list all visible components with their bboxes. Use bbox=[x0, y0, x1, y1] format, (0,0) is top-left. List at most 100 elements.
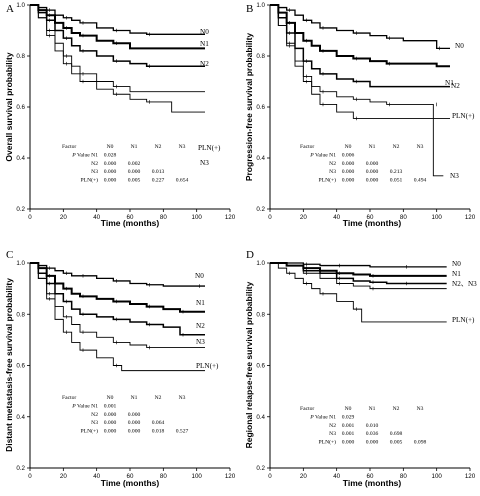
table-row-label: PLN(+) bbox=[81, 177, 99, 184]
y-tick-label: 0.8 bbox=[16, 311, 25, 318]
series-label: N2 bbox=[200, 60, 209, 68]
y-tick-label: 0.6 bbox=[16, 363, 25, 370]
table-cell: 0.000 bbox=[104, 429, 117, 435]
table-cell: 0.028 bbox=[104, 152, 117, 158]
table-cell: 0.000 bbox=[104, 161, 117, 167]
x-tick-label: 0 bbox=[28, 214, 32, 221]
x-axis-title: Time (months) bbox=[343, 478, 402, 488]
pvalue-table: Factor N0 N1 N2 N3 P Value N1 0.028 N2 0.000 0.00… bbox=[62, 144, 188, 184]
x-tick-label: 20 bbox=[300, 473, 307, 480]
table-cell: 0.000 bbox=[366, 178, 379, 184]
table-cell: 0.698 bbox=[390, 431, 403, 437]
table-row-label: P Value N1 bbox=[309, 152, 336, 158]
y-tick-label: 1.0 bbox=[16, 2, 25, 9]
x-tick-label: 60 bbox=[367, 473, 374, 480]
table-cell: 0.213 bbox=[390, 169, 403, 175]
table-header-cell: Factor bbox=[300, 406, 314, 412]
y-axis-title: Distant metastasis-free survival probabi… bbox=[4, 278, 14, 452]
series-line-N1 bbox=[30, 262, 205, 313]
panel-A: 0 20 40 60 80 100 120 0.2 0.4 0.6 0.8 1.0 Time (mont… bbox=[4, 2, 236, 228]
series-line-N2 bbox=[30, 4, 205, 67]
series-line-unlabeled bbox=[270, 262, 447, 290]
table-row-label: PLN(+) bbox=[319, 439, 337, 446]
table-cell: 0.005 bbox=[390, 440, 403, 446]
panel-letter: D bbox=[246, 249, 254, 261]
x-tick-label: 100 bbox=[432, 214, 443, 221]
y-axis-title: Overall survival probability bbox=[4, 52, 14, 161]
y-tick-label: 0.6 bbox=[256, 104, 265, 111]
table-row-label: N2 bbox=[91, 412, 98, 418]
panel-letter: A bbox=[6, 3, 14, 15]
y-tick-label: 0.2 bbox=[16, 465, 25, 472]
y-tick-label: 1.0 bbox=[16, 260, 25, 267]
table-header-cell: N2 bbox=[393, 144, 400, 150]
series-line-N0 bbox=[270, 262, 447, 268]
table-header-cell: N3 bbox=[417, 406, 424, 412]
pvalue-table: Factor N0 N1 N2 N3 P Value N1 0.006 N2 0.000 0.00… bbox=[300, 144, 426, 184]
series-label: N1 bbox=[200, 40, 209, 48]
table-cell: 0.098 bbox=[414, 440, 427, 446]
table-row-label: N2 bbox=[329, 161, 336, 167]
table-cell: 0.036 bbox=[366, 431, 379, 437]
y-tick-label: 1.0 bbox=[256, 260, 265, 267]
x-tick-label: 0 bbox=[28, 473, 32, 480]
p-label-rest: Value N1 bbox=[76, 403, 98, 409]
table-row-label: N2 bbox=[91, 161, 98, 167]
p-label-rest: Value N1 bbox=[314, 152, 336, 158]
table-header-cell: Factor bbox=[62, 395, 76, 401]
x-tick-label: 0 bbox=[268, 214, 272, 221]
series-label: N1 bbox=[452, 270, 461, 278]
series-label: N2、N3 bbox=[452, 280, 477, 288]
p-symbol: P bbox=[71, 152, 76, 158]
x-tick-label: 120 bbox=[465, 214, 476, 221]
x-tick-label: 40 bbox=[93, 473, 100, 480]
pvalue-table: Factor N0 N1 N2 N3 P Value N1 0.001 N2 0.000 0.00… bbox=[62, 395, 188, 435]
panel-letter: C bbox=[6, 249, 13, 261]
series-label: PLN(+) bbox=[198, 144, 221, 152]
table-cell: 0.064 bbox=[152, 420, 165, 426]
table-header-cell: N1 bbox=[369, 144, 376, 150]
y-tick-label: 0.4 bbox=[16, 155, 25, 162]
x-axis-title: Time (months) bbox=[101, 478, 160, 488]
table-cell: 0.013 bbox=[152, 169, 165, 175]
table-cell: 0.000 bbox=[366, 161, 379, 167]
table-header-cell: N1 bbox=[131, 395, 138, 401]
series-label: N3 bbox=[196, 338, 205, 346]
y-tick-label: 0.6 bbox=[256, 363, 265, 370]
panel-C: 0 20 40 60 80 100 120 0.2 0.4 0.6 0.8 1.0 Time (mont… bbox=[4, 249, 236, 488]
table-header-cell: N0 bbox=[345, 144, 352, 150]
y-tick-label: 0.8 bbox=[256, 311, 265, 318]
y-tick-label: 0.8 bbox=[256, 53, 265, 60]
table-cell: 0.000 bbox=[342, 440, 355, 446]
x-tick-label: 20 bbox=[300, 214, 307, 221]
p-symbol: P bbox=[309, 414, 314, 420]
x-tick-label: 60 bbox=[127, 214, 134, 221]
table-cell: 0.001 bbox=[104, 403, 117, 409]
series-label: N0 bbox=[195, 272, 204, 280]
series-line-N0 bbox=[270, 4, 450, 49]
series-line-N1 bbox=[30, 4, 205, 50]
p-label-rest: Value N1 bbox=[76, 152, 98, 158]
y-axis-title: Progression-free survival probability bbox=[244, 33, 254, 182]
series-label: N0 bbox=[455, 42, 464, 50]
x-tick-label: 120 bbox=[225, 214, 236, 221]
x-tick-label: 100 bbox=[432, 473, 443, 480]
y-tick-label: 1.0 bbox=[256, 2, 265, 9]
series-label: N3 bbox=[200, 159, 209, 167]
series-line-N3 bbox=[270, 4, 444, 177]
x-tick-label: 60 bbox=[127, 473, 134, 480]
table-header-cell: N0 bbox=[345, 406, 352, 412]
x-tick-label: 80 bbox=[160, 214, 167, 221]
p-symbol: P bbox=[309, 152, 314, 158]
pvalue-table: Factor N0 N1 N2 N3 P Value N1 0.029 N2 0.001 0.01… bbox=[300, 406, 426, 446]
table-cell: 0.006 bbox=[342, 152, 355, 158]
table-cell: 0.000 bbox=[366, 440, 379, 446]
table-cell: 0.010 bbox=[366, 423, 379, 429]
x-tick-label: 20 bbox=[60, 214, 67, 221]
series-line-N3 bbox=[30, 262, 205, 349]
series-label: PLN(+) bbox=[196, 362, 219, 370]
y-tick-label: 0.4 bbox=[16, 414, 25, 421]
panel-D: 0 20 40 60 80 100 120 0.2 0.4 0.6 0.8 1.0 Time (mont… bbox=[244, 249, 477, 488]
p-symbol: P bbox=[71, 403, 76, 409]
table-header-cell: Factor bbox=[62, 144, 76, 150]
